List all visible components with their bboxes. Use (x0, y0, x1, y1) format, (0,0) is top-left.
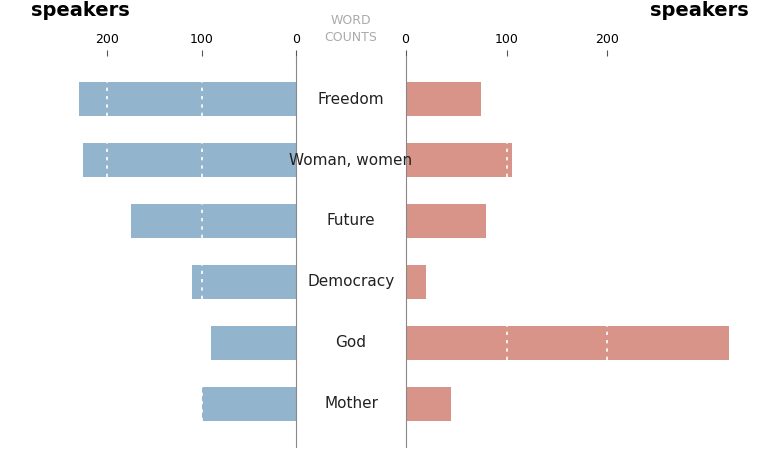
Text: Democracy: Democracy (307, 274, 395, 290)
Bar (406, 326, 729, 360)
Bar (83, 143, 296, 177)
Text: God: God (335, 336, 367, 350)
Bar (79, 82, 296, 116)
Text: WORD
COUNTS: WORD COUNTS (324, 14, 378, 44)
Text: Woman, women: Woman, women (289, 153, 413, 167)
Text: Mother: Mother (324, 396, 378, 411)
Text: Freedom: Freedom (317, 92, 385, 107)
Bar (406, 82, 481, 116)
Text: D.N.C.
speakers: D.N.C. speakers (31, 0, 130, 20)
Bar (406, 204, 487, 238)
Bar (406, 265, 426, 299)
Bar (406, 143, 512, 177)
Bar (130, 204, 296, 238)
Bar (202, 387, 296, 421)
Bar (211, 326, 296, 360)
Bar (192, 265, 296, 299)
Text: Future: Future (327, 213, 375, 228)
Bar (406, 387, 451, 421)
Text: R.N.C
speakers: R.N.C speakers (650, 0, 749, 20)
